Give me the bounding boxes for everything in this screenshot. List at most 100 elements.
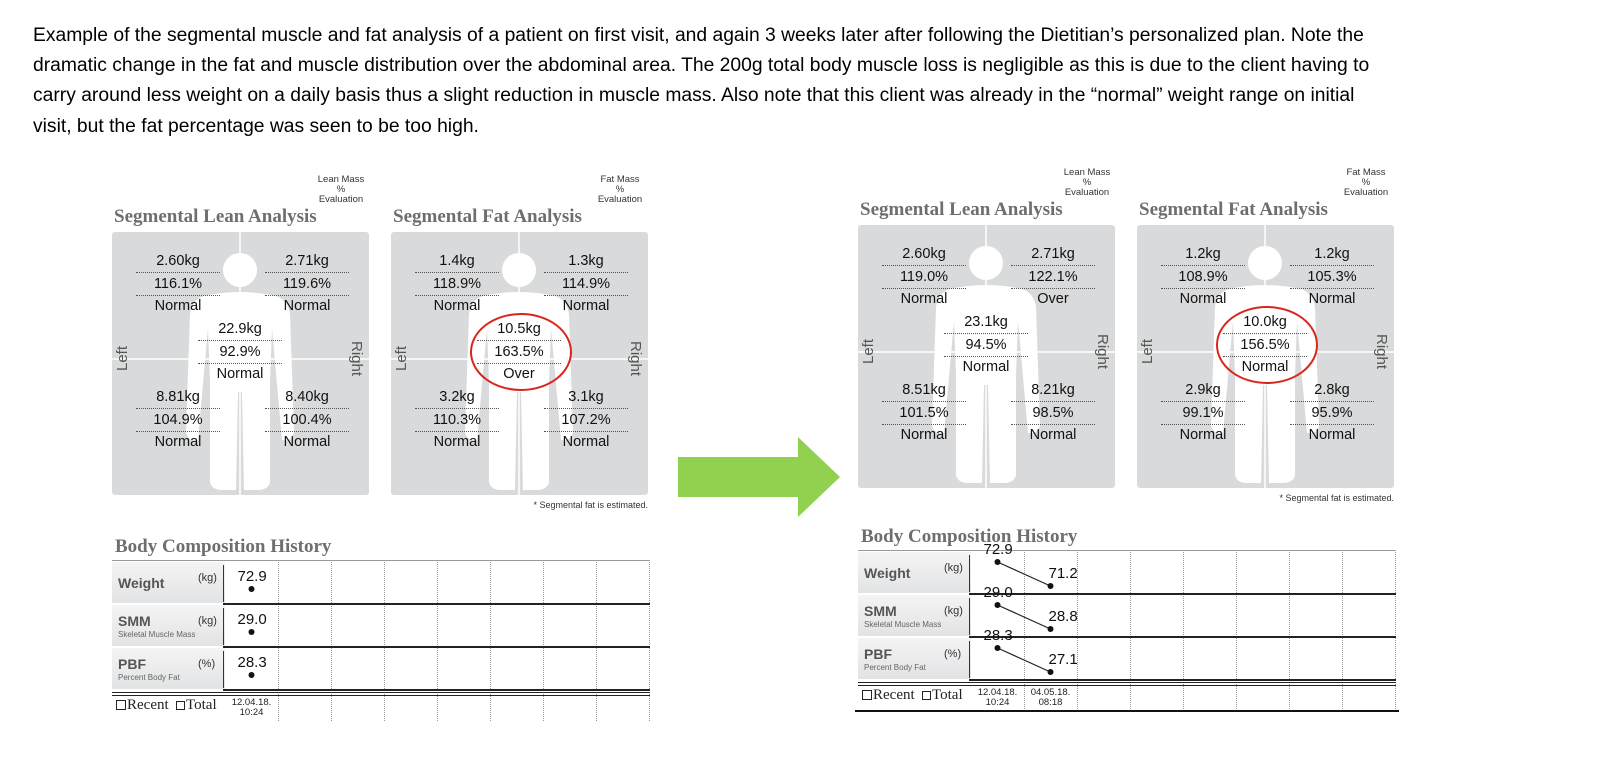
column-line [596,562,597,721]
segment-percent: 100.4% [265,409,349,432]
side-label: Left [860,338,878,365]
segment-evaluation: Normal [283,298,331,314]
caption-line: dramatic change in the fat and muscle di… [33,55,1370,76]
segment-evaluation: Over [1037,291,1069,307]
segment-evaluation: Normal [1179,291,1227,307]
panel [112,232,369,495]
segment-evaluation: Normal [216,366,264,382]
trend-dot [248,586,255,592]
segment-evaluation: Normal [283,434,331,450]
segment-evaluation: Normal [154,434,202,450]
segment-mass: 2.60kg [882,243,966,266]
history-title: Body Composition History [861,526,1078,547]
legend-text: % [1361,177,1371,188]
arrow [678,437,840,517]
column-line [543,562,544,721]
row-subtitle: Skeletal Muscle Mass [864,620,942,629]
row-divider [969,598,970,635]
body [465,292,573,490]
segment-percent: 156.5% [1223,334,1307,357]
segment-evaluation: Normal [900,291,948,307]
segment-percent: 119.0% [882,266,966,289]
row-label-bg [858,595,971,636]
side-label: Right [348,340,366,377]
panel [858,225,1115,488]
trend [994,645,1054,675]
row-bottom [969,636,1396,638]
row-name: Weight [118,575,165,591]
row-name: Weight [864,565,911,581]
legend-text: Evaluation [1064,187,1110,198]
panel [1137,225,1394,488]
segment-mass: 10.0kg [1223,311,1307,334]
row-bottom [223,603,650,605]
row-bottom [969,679,1396,681]
rule [112,560,650,561]
panel-title: Segmental Lean Analysis [860,199,1063,220]
head [969,246,1003,280]
trend [994,602,1054,632]
segment-evaluation: Normal [1308,427,1356,443]
body [932,285,1040,483]
row-unit: (kg) [944,562,963,574]
footnote: * Segmental fat is estimated. [533,500,648,510]
caption-line: Example of the segmental muscle and fat … [33,25,1364,46]
trend [994,559,1054,589]
row-unit: (kg) [198,615,217,627]
highlight-circle [1216,306,1318,384]
row-subtitle: Percent Body Fat [864,663,926,672]
column-line [437,562,438,721]
trend-dot [1047,669,1054,675]
segment-percent: 119.6% [265,273,349,296]
segment-mass: 22.9kg [198,318,282,341]
rule [855,710,1399,712]
column-line [649,562,650,721]
segment-mass: 1.2kg [1161,243,1245,266]
row-unit: (%) [944,648,962,660]
row-divider [223,608,224,645]
segment-percent: 105.3% [1290,266,1374,289]
trend [248,672,255,678]
segment-evaluation: Over [503,366,535,382]
segment-percent: 118.9% [415,273,499,296]
row-value: 29.0 [237,611,267,628]
history-date: 04.05.18. [1030,687,1071,698]
segment-mass: 3.2kg [415,386,499,409]
trend [248,586,255,592]
segment-mass: 2.8kg [1290,379,1374,402]
segment-percent: 107.2% [544,409,628,432]
segment-mass: 2.9kg [1161,379,1245,402]
row-name: PBF [864,646,892,662]
row-label-bg [112,562,225,603]
side-label: Right [1373,333,1391,370]
head [1248,246,1282,280]
row-name: SMM [118,613,151,629]
footer-total: Total [932,687,963,703]
trend-dot [1047,626,1054,632]
trend-line [997,561,1051,587]
row-label-bg [112,648,225,689]
legend-text: Fat Mass [600,174,640,185]
row-value: 28.3 [983,627,1013,644]
segment-percent: 104.9% [136,409,220,432]
rule [858,550,1396,551]
column-line [1130,552,1131,711]
segment-evaluation: Normal [962,359,1010,375]
column-line [331,562,332,721]
row-value: 29.0 [983,584,1013,601]
segment-mass: 8.21kg [1011,379,1095,402]
column-line [490,562,491,721]
checkbox [176,701,185,710]
row-unit: (kg) [944,605,963,617]
rule [858,685,1396,686]
trend-dot [248,629,255,635]
segment-mass: 1.3kg [544,250,628,273]
history-date: 10:24 [239,707,264,718]
side-label: Right [627,340,645,377]
column-line [384,562,385,721]
segment-mass: 1.2kg [1290,243,1374,266]
panel-title: Segmental Fat Analysis [1139,199,1328,220]
caption-line: visit, but the fat percentage was seen t… [33,116,479,137]
column-line [1236,552,1237,711]
